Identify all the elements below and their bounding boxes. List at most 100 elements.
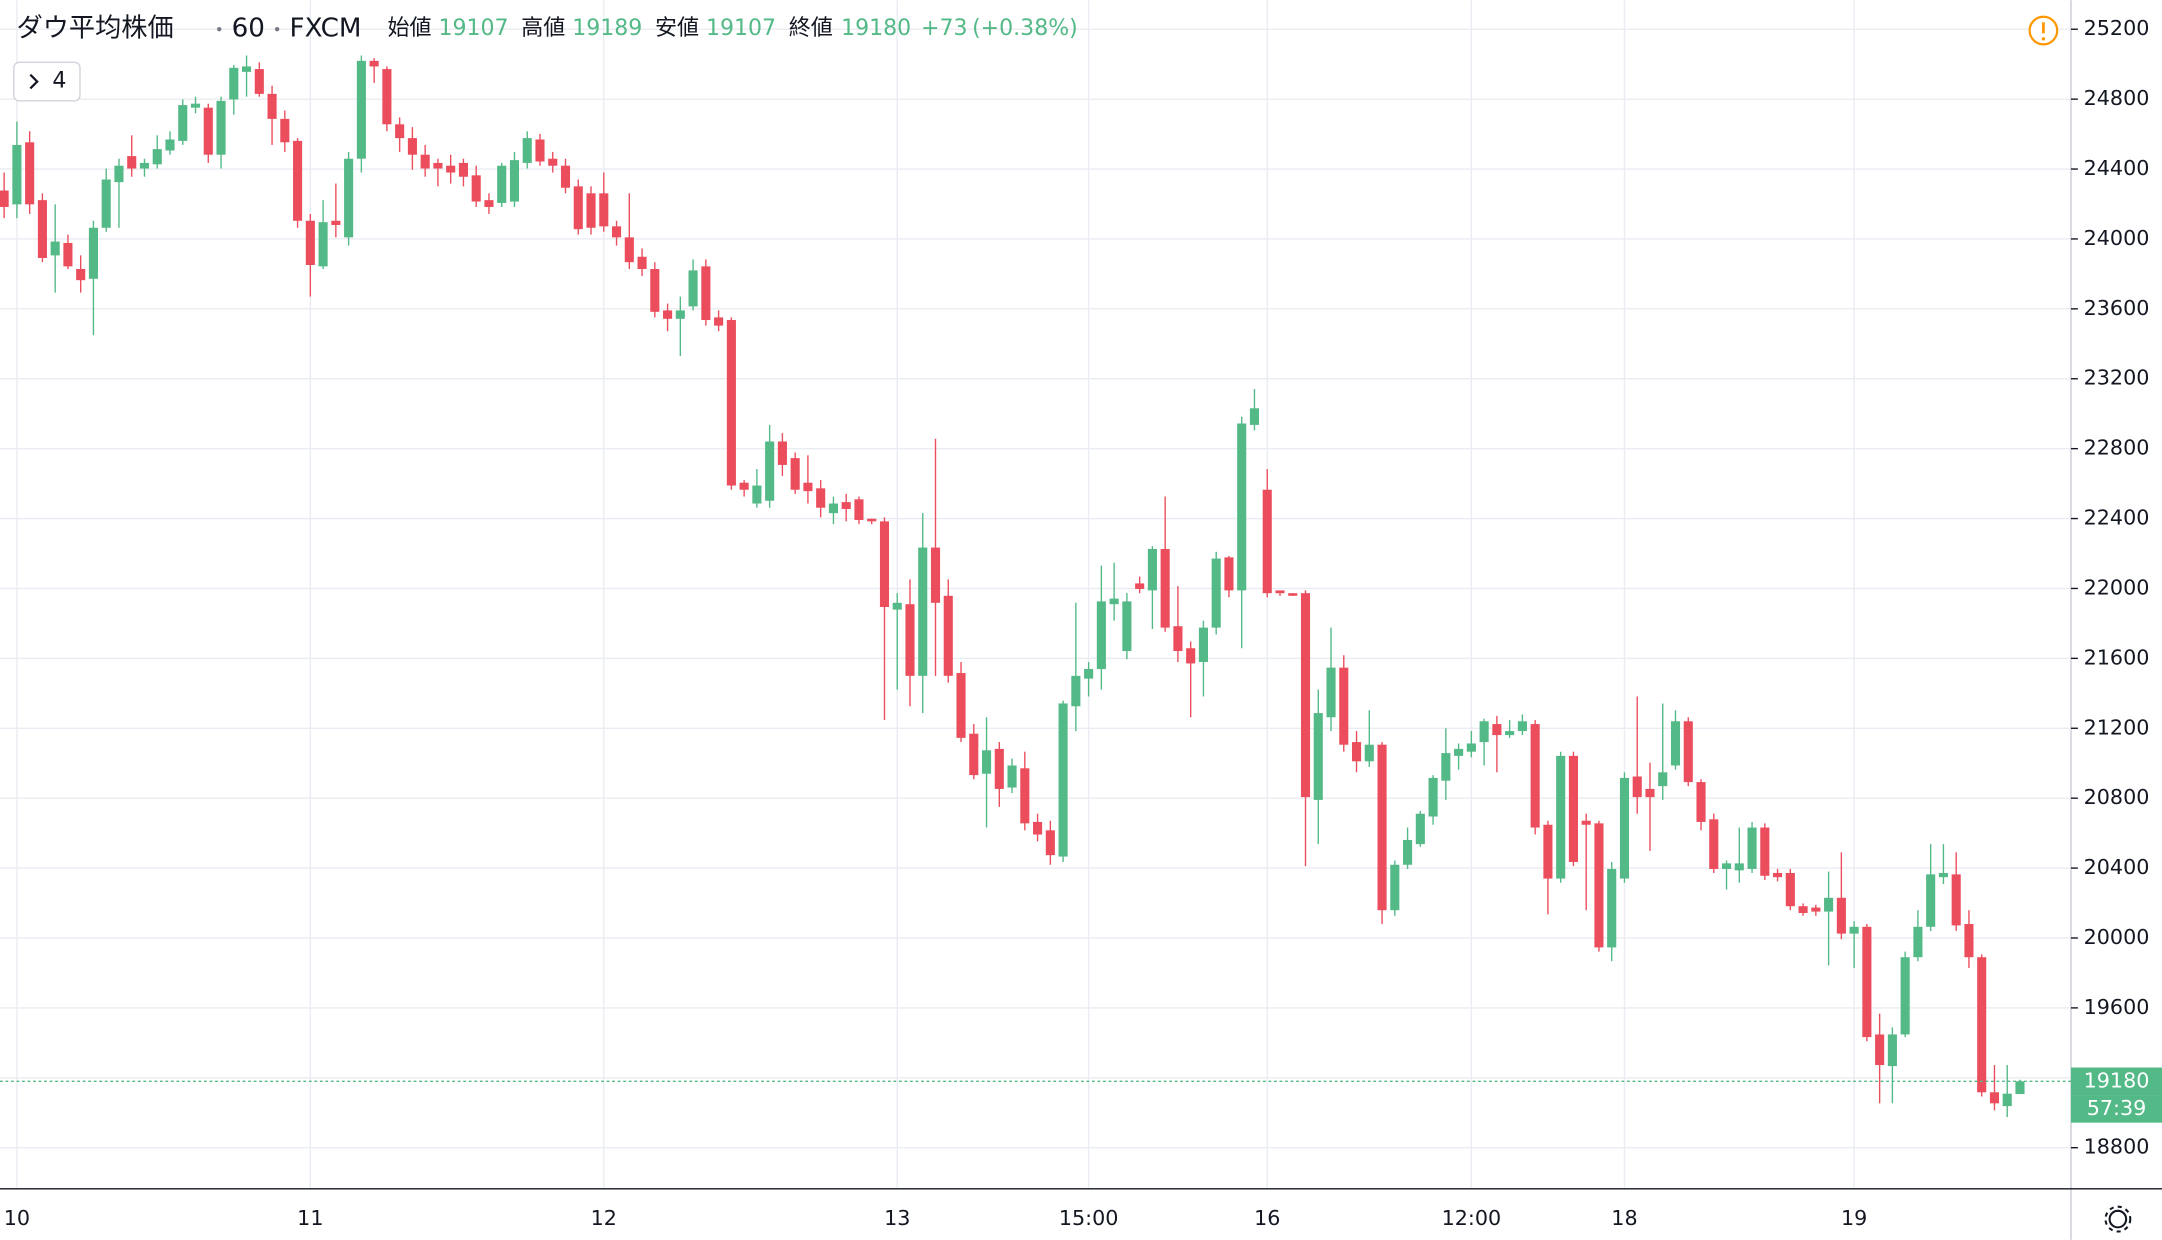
last-price-label: 19180 (2084, 1068, 2150, 1092)
warning-icon[interactable] (2028, 15, 2059, 46)
candle-body (37, 200, 47, 258)
candle-body (1683, 721, 1693, 783)
candle-body (1173, 626, 1183, 652)
candle-body (1275, 590, 1285, 594)
candle-body (267, 93, 277, 119)
candle-body (152, 149, 162, 165)
candle-body (803, 482, 813, 492)
candle-body (841, 502, 851, 509)
candle-body (956, 673, 966, 738)
ohlc-label: 高値 (521, 16, 565, 41)
candle-body (1466, 743, 1476, 752)
ohlc-value: 19107 (706, 16, 776, 41)
candle-body (1415, 813, 1425, 845)
indicators-toggle[interactable]: 4 (13, 61, 81, 102)
gear[interactable] (2108, 1209, 2128, 1229)
candle-body (1785, 872, 1795, 907)
candle-body (497, 165, 507, 203)
countdown-label: 57:39 (2087, 1096, 2147, 1120)
candle-body (1377, 744, 1387, 911)
candle-body (1632, 776, 1642, 798)
toggle-box[interactable] (13, 61, 81, 102)
candle-body (1951, 874, 1961, 926)
candle-body (1441, 753, 1451, 781)
candle-body (1249, 408, 1260, 425)
candle-body (701, 266, 711, 321)
ohlc-label: 始値 (387, 16, 431, 41)
candle-body (714, 317, 724, 326)
symbol-title: ダウ平均株価 (17, 14, 174, 44)
candle-body (1938, 872, 1948, 878)
candle-body (420, 154, 430, 169)
y-tick-label: 23200 (2084, 366, 2150, 390)
candle-body (1224, 557, 1234, 591)
y-tick-label: 21600 (2084, 645, 2150, 669)
x-tick-label: 15:00 (1059, 1206, 1119, 1230)
candle-body (369, 60, 379, 67)
candle-body (356, 60, 366, 159)
candle-body (1645, 788, 1655, 798)
candle-body (522, 138, 532, 163)
candle-body (1020, 768, 1030, 824)
y-tick-label: 22800 (2084, 436, 2150, 460)
candle-body (1364, 744, 1374, 762)
ohlc-label: 終値 (789, 16, 833, 41)
candle-body (1135, 583, 1145, 589)
candle-body (586, 193, 596, 228)
indicator-count[interactable]: 4 (52, 69, 66, 94)
candle-body (318, 222, 328, 267)
candle-body (1313, 713, 1323, 800)
candle-body (1607, 868, 1617, 948)
candle-body (1773, 872, 1783, 878)
candle-body (1403, 839, 1413, 865)
x-tick-label: 12:00 (1442, 1206, 1502, 1230)
candle-body (726, 320, 736, 486)
candle-body (1390, 864, 1400, 911)
candle-body (1836, 897, 1846, 934)
candle-body (535, 139, 545, 162)
axes: 1880019200196002000020400208002120021600… (0, 16, 2162, 1230)
settings-icon[interactable] (2104, 1205, 2132, 1233)
candle-body (1977, 957, 1987, 1093)
candle-body (650, 268, 660, 312)
candle-body (407, 138, 417, 155)
candle-body (573, 186, 583, 230)
chevron-icon[interactable] (29, 73, 39, 90)
candle-body (1568, 755, 1578, 862)
separator (274, 26, 280, 32)
y-tick-label: 24800 (2084, 86, 2150, 110)
candle-body (1811, 907, 1821, 912)
candle-body (1658, 772, 1668, 787)
candle-body (1670, 721, 1681, 766)
candle-body (1160, 548, 1170, 628)
y-tick-label: 20400 (2084, 855, 2150, 879)
candle-body (229, 67, 239, 100)
candle-body (1479, 721, 1489, 743)
candle-body (1454, 748, 1464, 756)
candle-body (548, 158, 558, 166)
candle-body (560, 165, 571, 188)
candle-body (1288, 593, 1298, 596)
candle-body (1428, 777, 1438, 817)
candle-body (611, 226, 622, 238)
candle-body (624, 237, 634, 263)
candle-body (165, 139, 175, 151)
y-tick-label: 18800 (2084, 1135, 2150, 1159)
candle-body (663, 310, 673, 319)
candle-body (331, 220, 341, 225)
gear-teeth[interactable] (2104, 1205, 2132, 1233)
candle-body (1033, 821, 1043, 835)
candle-body (344, 158, 354, 238)
candle-body (1058, 703, 1068, 857)
candle-body (1900, 957, 1910, 1035)
candle-body (1326, 667, 1336, 718)
candle-body (1760, 827, 1770, 876)
candle-body (305, 220, 315, 265)
candle-body (1186, 648, 1196, 664)
x-tick-label: 13 (884, 1206, 910, 1230)
candle-body (1798, 906, 1808, 913)
x-tick-label: 12 (591, 1206, 617, 1230)
last-price-tag (2070, 1067, 2162, 1096)
warning-dot[interactable] (2041, 37, 2046, 41)
